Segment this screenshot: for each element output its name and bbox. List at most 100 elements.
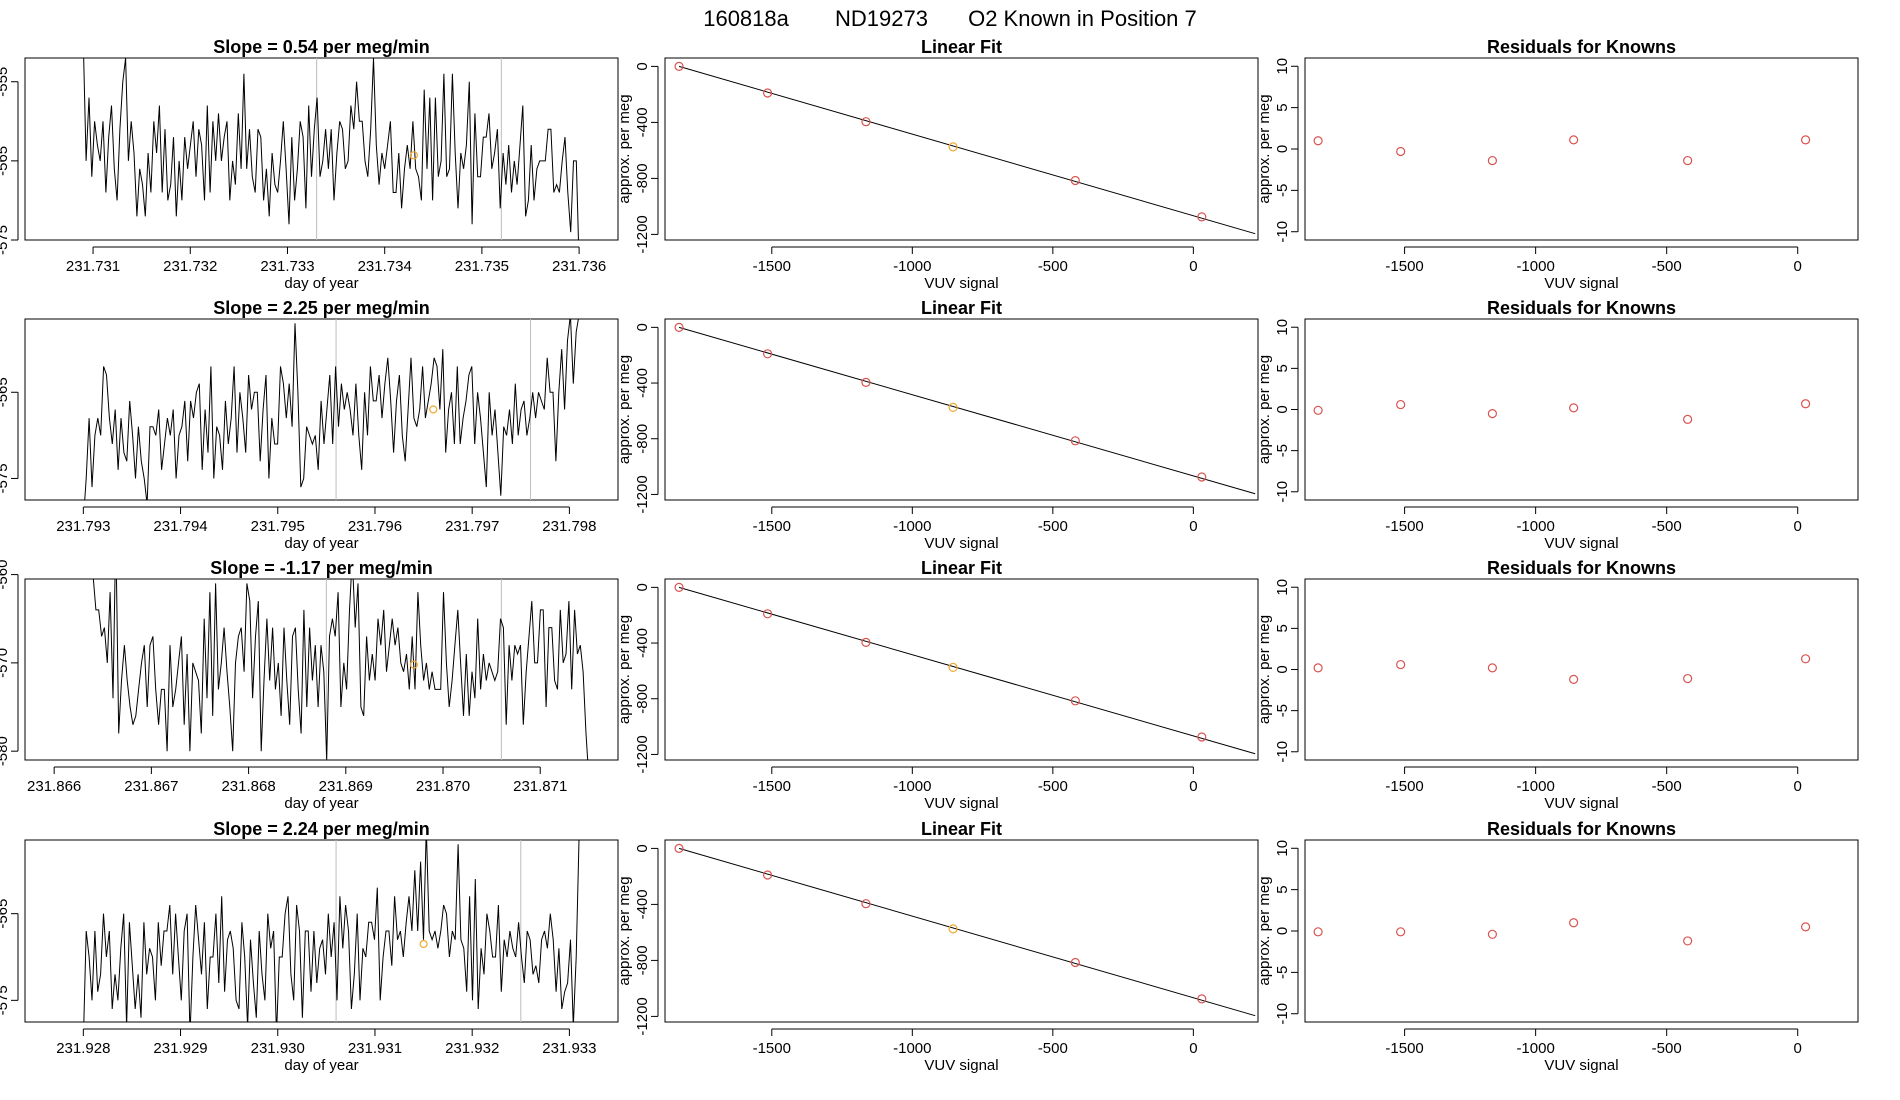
known-point (948, 662, 958, 673)
known-point (1396, 927, 1406, 937)
known-point (1800, 922, 1811, 932)
x-axis: 231.731 231.732 231.733 231.734 231.735 231.7… (66, 246, 606, 275)
y-axis: -575 -565 -555 (0, 67, 19, 255)
known-point (674, 322, 684, 332)
known-point (762, 609, 773, 619)
x-tick-label: 231.798 (542, 518, 596, 535)
y-tick-label: 0 (634, 844, 651, 852)
x-tick-label: 231.793 (56, 518, 110, 535)
known-point (1396, 146, 1406, 157)
y-tick-label: 0 (634, 62, 651, 70)
y-tick-label: -580 (0, 736, 11, 766)
y-tick-label: -400 (634, 628, 651, 658)
y-tick-label: -565 (0, 377, 11, 407)
reference-point (409, 151, 418, 160)
y-tick-label: -555 (0, 67, 11, 97)
x-tick-label: 0 (1189, 778, 1197, 795)
figure-title-run: 160818a (703, 6, 789, 31)
x-tick-label: -500 (1038, 778, 1068, 795)
x-tick-label: 231.929 (153, 1040, 207, 1057)
plot-frame (1304, 578, 1859, 761)
figure-title-sample: ND19273 (835, 6, 928, 31)
y-tick-label: -800 (634, 684, 651, 714)
x-axis: 231.928 231.929 231.930 231.931 231.932 231.9… (56, 1028, 597, 1057)
plot-marks (674, 61, 1256, 235)
plot-frame (664, 578, 1259, 761)
chart-title: Residuals for Knowns (1487, 37, 1676, 57)
fit-line (678, 326, 1256, 495)
y-tick-label: 0 (634, 323, 651, 331)
x-axis: 231.793 231.794 231.795 231.796 231.797 231.7… (56, 506, 597, 535)
plot-frame (24, 578, 619, 761)
y-axis-title: approx. per meg (616, 355, 633, 464)
chart-panel-0-2: Residuals for Knowns -1500 -1000 -500 0 VUV s… (1256, 37, 1859, 292)
chart-title: Slope = 0.54 per meg/min (213, 37, 430, 57)
chart-title: Linear Fit (921, 558, 1002, 578)
known-point (1070, 957, 1080, 968)
known-point (1800, 654, 1811, 664)
x-tick-label: -1500 (1385, 1040, 1423, 1057)
plot-marks (674, 322, 1256, 495)
known-point (1800, 135, 1811, 145)
x-axis-title: VUV signal (1544, 1057, 1618, 1074)
x-tick-label: -1500 (753, 778, 791, 795)
x-tick-label: -1000 (893, 778, 931, 795)
y-axis: -1200 -800 -400 0 (634, 583, 659, 774)
x-tick-label: 231.736 (552, 258, 606, 275)
x-tick-label: 231.866 (27, 778, 81, 795)
y-tick-label: -400 (634, 368, 651, 398)
x-tick-label: -1000 (893, 1040, 931, 1057)
x-axis: -1500 -1000 -500 0 (1385, 506, 1802, 535)
x-tick-label: 231.732 (163, 258, 217, 275)
y-axis-title: approx. per meg (616, 94, 633, 203)
x-tick-label: -500 (1038, 258, 1068, 275)
plot-marks (674, 582, 1256, 755)
chart-panel-3-1: Linear Fit -1500 -1000 -500 0 VUV signal -1200… (616, 819, 1259, 1074)
chart-panel-1-2: Residuals for Knowns -1500 -1000 -500 0 VUV s… (1256, 298, 1859, 552)
x-axis-title: VUV signal (1544, 275, 1618, 292)
x-axis: -1500 -1000 -500 0 (1385, 766, 1802, 795)
x-tick-label: 231.867 (124, 778, 178, 795)
figure-title-description: O2 Known in Position 7 (968, 6, 1197, 31)
y-tick-label: -575 (0, 463, 11, 493)
x-tick-label: -1500 (753, 1040, 791, 1057)
chart-panel-1-1: Linear Fit -1500 -1000 -500 0 VUV signal -1200… (616, 298, 1259, 552)
known-point (1569, 135, 1579, 145)
y-axis: -10 -5 0 5 10 (1274, 58, 1299, 243)
known-point (1070, 696, 1080, 706)
x-tick-label: 231.871 (513, 778, 567, 795)
y-axis-title: approx. per meg (1256, 876, 1273, 985)
y-tick-label: 5 (1274, 624, 1291, 632)
y-tick-label: -5 (1274, 966, 1291, 979)
y-tick-label: -5 (1274, 704, 1291, 717)
known-point (1396, 659, 1406, 670)
known-point (1487, 409, 1497, 419)
x-axis: -1500 -1000 -500 0 (753, 506, 1198, 535)
known-point (948, 402, 958, 413)
plot-frame (664, 839, 1259, 1023)
signal-line (84, 319, 579, 500)
known-point (674, 61, 684, 72)
known-point (762, 870, 773, 880)
known-point (1396, 399, 1406, 410)
known-point (1070, 175, 1080, 186)
plot-marks (84, 319, 579, 500)
x-tick-label: -1000 (893, 518, 931, 535)
plot-frame (1304, 318, 1859, 501)
fit-line (678, 586, 1256, 755)
x-tick-label: 0 (1794, 1040, 1802, 1057)
y-tick-label: -1200 (634, 215, 651, 253)
known-point (861, 117, 871, 127)
x-axis-title: VUV signal (1544, 535, 1618, 552)
plot-frame (24, 839, 619, 1023)
known-point (861, 899, 871, 909)
panels-grid: Slope = 0.54 per meg/min 231.731 231.732 23… (0, 37, 1859, 1074)
known-point (948, 924, 958, 934)
x-tick-label: -1500 (753, 258, 791, 275)
plot-frame (1304, 839, 1859, 1023)
x-tick-label: 231.931 (348, 1040, 402, 1057)
y-tick-label: -565 (0, 146, 11, 176)
y-axis: -575 -565 (0, 377, 19, 493)
known-point (1313, 136, 1323, 146)
